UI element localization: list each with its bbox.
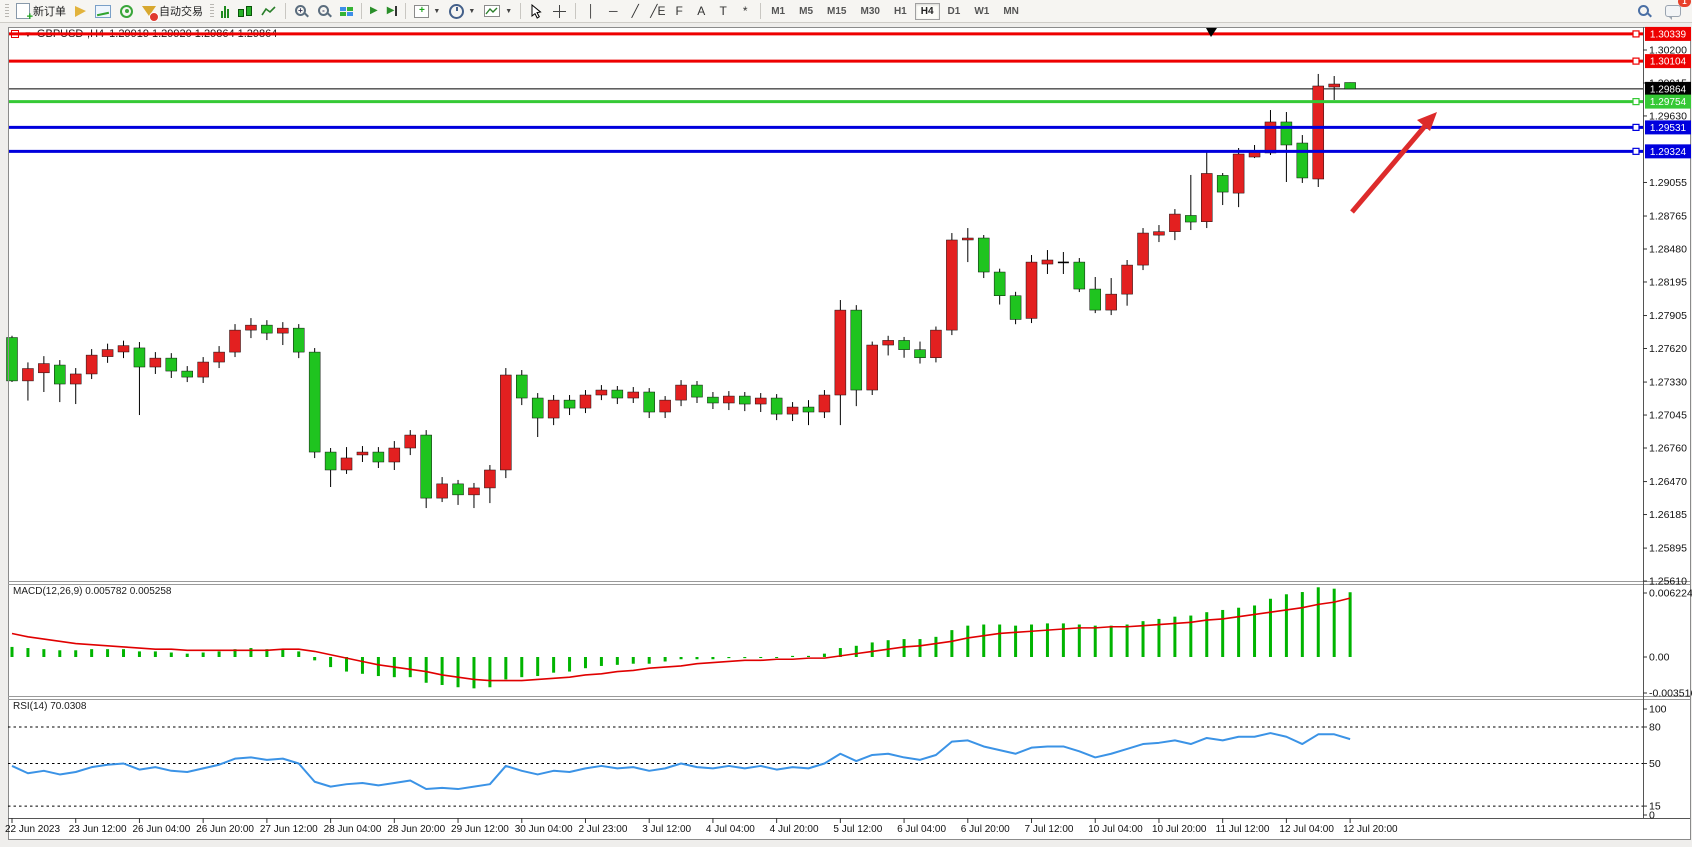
timeframe-d1[interactable]: D1 <box>942 3 967 20</box>
templates-icon <box>484 4 501 17</box>
horn-button[interactable] <box>71 1 90 21</box>
indicators-icon: + <box>414 4 430 18</box>
templates-button[interactable]: ▼ <box>480 1 516 21</box>
bar-chart-icon <box>221 5 229 18</box>
search-icon <box>1637 4 1652 18</box>
timeframe-group: M1 M5 M15 M30 H1 H4 D1 W1 MN <box>765 2 1025 20</box>
chart-shift-icon: ▶ <box>387 6 398 16</box>
line-chart-icon <box>261 5 276 15</box>
timeframe-h1[interactable]: H1 <box>888 3 913 20</box>
signal-button[interactable] <box>116 1 137 21</box>
text-tool-icon: A <box>697 4 706 18</box>
indicators-button[interactable]: + ▼ <box>410 1 444 21</box>
rsi-label: RSI(14) <box>13 701 48 712</box>
horn-icon <box>75 5 86 17</box>
chevron-down-icon: ▼ <box>468 7 476 15</box>
auto-scroll-button[interactable]: ▶ <box>366 1 382 21</box>
notification-badge: 1 <box>1678 0 1691 7</box>
toolbar-grip[interactable] <box>210 3 214 19</box>
autotrading-label: 自动交易 <box>159 6 203 18</box>
chart-window-button[interactable] <box>91 1 115 21</box>
chevron-down-icon: ▼ <box>433 7 441 15</box>
timeframe-mn[interactable]: MN <box>997 3 1025 20</box>
arrows-tool-button[interactable]: * <box>734 1 756 21</box>
triangle-marker-icon: ▼ <box>24 29 32 39</box>
timeframe-m5[interactable]: M5 <box>793 3 819 20</box>
timeframe-w1[interactable]: W1 <box>968 3 995 20</box>
zoom-in-button[interactable]: + <box>290 1 312 21</box>
cursor-button[interactable] <box>525 1 547 21</box>
new-order-icon: + <box>16 3 33 23</box>
timeframe-h4[interactable]: H4 <box>914 2 940 20</box>
horizontal-line-tool-button[interactable]: ─ <box>602 1 624 21</box>
arrows-tool-icon: * <box>742 4 748 18</box>
zoom-out-icon: - <box>317 4 332 18</box>
auto-scroll-icon: ▶ <box>370 5 378 16</box>
timeframe-m1[interactable]: M1 <box>765 3 791 20</box>
text-label-tool-icon: T <box>719 4 727 18</box>
autotrading-icon <box>142 6 159 22</box>
fibonacci-retracement-tool-icon: F <box>675 4 683 18</box>
vertical-line-tool-icon: │ <box>587 4 595 18</box>
new-order-button[interactable]: + 新订单 <box>12 1 70 23</box>
periods-button[interactable]: ▼ <box>445 1 479 21</box>
macd-values: 0.005782 0.005258 <box>85 586 172 597</box>
equidistant-channel-tool-button[interactable]: ╱E <box>646 1 668 21</box>
fibonacci-retracement-tool-button[interactable]: F <box>668 1 690 21</box>
text-label-tool-button[interactable]: T <box>712 1 734 21</box>
rsi-label-row: RSI(14) 70.0308 <box>13 701 86 712</box>
candlestick-chart-icon <box>238 4 252 18</box>
zoom-in-icon: + <box>294 4 309 18</box>
search-button[interactable] <box>1633 1 1655 21</box>
trendline-tool-button[interactable]: ╱ <box>624 1 646 21</box>
line-chart-button[interactable] <box>257 1 281 21</box>
chart-window-icon <box>95 4 111 18</box>
trendline-tool-icon: ╱ <box>631 4 639 18</box>
chart-ohlc: 1.29919 1.29920 1.29864 1.29864 <box>109 28 278 40</box>
timeframe-m15[interactable]: M15 <box>821 3 852 20</box>
chat-icon <box>1665 5 1681 20</box>
rsi-value: 70.0308 <box>50 701 87 712</box>
chart-shift-button[interactable]: ▶ <box>383 1 402 21</box>
bar-chart-button[interactable] <box>217 1 233 21</box>
tile-windows-icon <box>340 6 353 16</box>
text-tool-button[interactable]: A <box>690 1 712 21</box>
autotrading-button[interactable]: 自动交易 <box>138 1 207 22</box>
tile-windows-button[interactable] <box>336 1 357 21</box>
notifications-button[interactable]: 1 <box>1661 0 1691 21</box>
cursor-icon <box>531 3 542 19</box>
new-order-label: 新订单 <box>33 6 66 18</box>
signal-icon <box>120 4 133 18</box>
chart-title-row: ▼ GBPUSD-,H4 1.29919 1.29920 1.29864 1.2… <box>11 28 277 40</box>
chart-title: GBPUSD-,H4 <box>36 28 105 40</box>
drawing-tools-group: │ ─ ╱ ╱E F A T * <box>580 1 756 21</box>
macd-label-row: MACD(12,26,9) 0.005782 0.005258 <box>13 586 171 597</box>
crosshair-icon <box>553 4 567 18</box>
horizontal-line-tool-icon: ─ <box>608 4 618 18</box>
candlestick-chart-button[interactable] <box>234 1 256 21</box>
toolbar: + 新订单 自动交易 + - ▶ ▶ + ▼ ▼ ▼ │ ─ ╱ ╱E F A T * <box>0 0 1692 23</box>
clock-icon <box>449 3 465 19</box>
equidistant-channel-tool-icon: ╱E <box>650 4 666 18</box>
macd-label: MACD(12,26,9) <box>13 586 83 597</box>
chart-window[interactable] <box>8 27 1691 840</box>
chevron-down-icon: ▼ <box>505 7 513 15</box>
timeframe-m30[interactable]: M30 <box>854 3 885 20</box>
line-handle-icon[interactable] <box>11 30 19 38</box>
toolbar-grip[interactable] <box>5 3 9 19</box>
crosshair-button[interactable] <box>548 1 571 21</box>
zoom-out-button[interactable]: - <box>313 1 335 21</box>
vertical-line-tool-button[interactable]: │ <box>580 1 602 21</box>
